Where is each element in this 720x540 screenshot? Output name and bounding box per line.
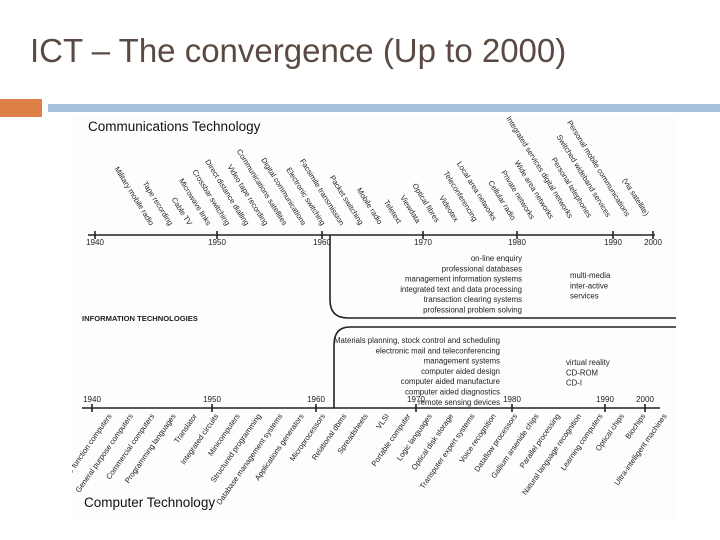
year-label: 1980 (503, 395, 521, 404)
side-label: INFORMATION TECHNOLOGIES (82, 314, 198, 323)
year-label: 1970 (407, 395, 425, 404)
year-label: 1950 (208, 238, 226, 247)
application-label: remote sensing devices (418, 398, 500, 407)
year-label: 2000 (636, 395, 654, 404)
application-label: multi-media (570, 271, 611, 280)
application-label: electronic mail and teleconferencing (376, 346, 500, 355)
bottom-heading: Computer Technology (84, 495, 215, 510)
application-label: CD-ROM (566, 368, 598, 377)
accent-bar (48, 104, 720, 112)
connector-top (329, 235, 676, 319)
application-label: on-line enquiry (471, 254, 522, 263)
application-label: integrated text and data processing (400, 285, 522, 294)
application-label: management information systems (405, 275, 522, 284)
connector-bottom (333, 326, 676, 408)
year-label: 1960 (313, 238, 331, 247)
accent-square (0, 99, 42, 117)
year-label: 1990 (596, 395, 614, 404)
year-label: 1970 (414, 238, 432, 247)
slide-title: ICT – The convergence (Up to 2000) (30, 32, 566, 69)
application-label: management systems (424, 357, 500, 366)
year-label: 1980 (508, 238, 526, 247)
application-label: computer aided diagnostics (405, 388, 500, 397)
application-label: computer aided manufacture (401, 377, 500, 386)
application-label: CD-I (566, 379, 582, 388)
year-label: 2000 (644, 238, 662, 247)
top-heading: Communications Technology (88, 119, 261, 134)
application-label: virtual reality (566, 358, 610, 367)
application-label: Materials planning, stock control and sc… (334, 336, 500, 345)
year-label: 1960 (307, 395, 325, 404)
application-label: professional databases (442, 264, 522, 273)
application-label: inter-active (570, 281, 608, 290)
application-label: services (570, 292, 599, 301)
year-label: 1950 (203, 395, 221, 404)
application-label: professional problem solving (423, 306, 522, 315)
year-label: 1990 (604, 238, 622, 247)
application-label: transaction clearing systems (424, 295, 522, 304)
application-label: computer aided design (421, 367, 500, 376)
year-label: 1940 (86, 238, 104, 247)
year-label: 1940 (83, 395, 101, 404)
